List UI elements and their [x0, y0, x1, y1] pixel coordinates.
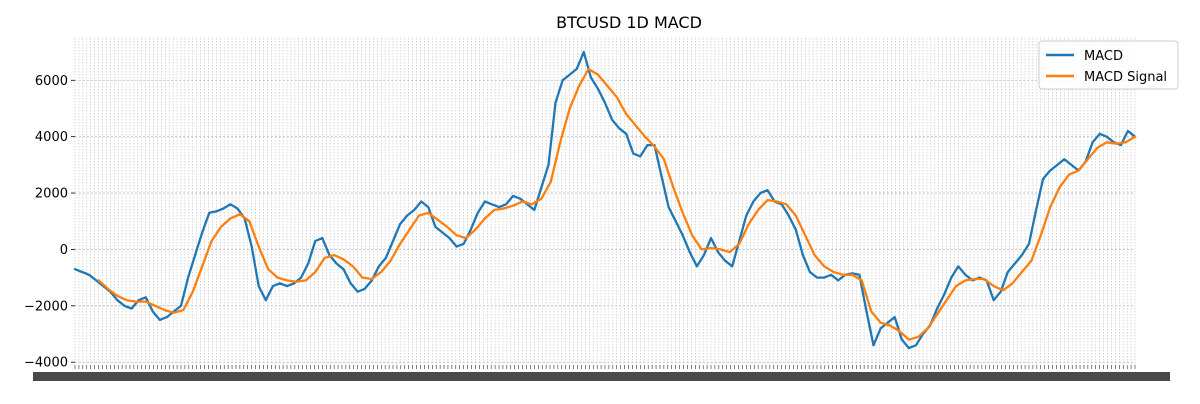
axes-layer: −4000 −2000 0 2000 4000 6000: [24, 74, 1170, 381]
y-tick-label: 6000: [35, 74, 68, 89]
y-tick-label: 0: [60, 243, 68, 258]
y-tick-label: 4000: [35, 130, 68, 145]
y-tick-label: −4000: [24, 356, 68, 371]
series-line-macd-signal: [97, 67, 1137, 341]
chart-title: BTCUSD 1D MACD: [556, 13, 702, 32]
legend: MACD MACD Signal: [1038, 40, 1179, 90]
grid-layer: [74, 38, 1136, 365]
legend-label-macd-signal: MACD Signal: [1084, 70, 1167, 85]
y-tick-label: −2000: [24, 299, 68, 314]
x-tick-labels-overlapped: [33, 372, 1170, 381]
legend-label-macd: MACD: [1084, 49, 1123, 64]
series-layer: [73, 50, 1137, 350]
series-line-macd: [73, 50, 1137, 350]
y-tick-label: 2000: [35, 187, 68, 202]
